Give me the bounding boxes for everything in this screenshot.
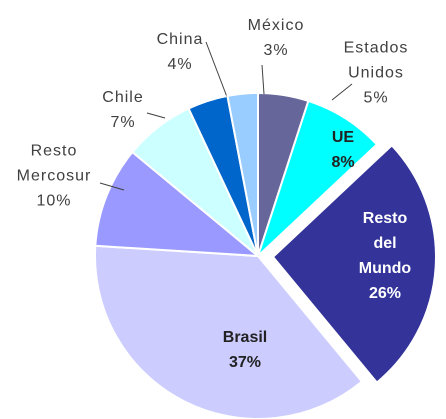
- slice-label: Chile 7%: [102, 85, 143, 135]
- leader-line: [261, 64, 265, 95]
- slice-label: México 3%: [248, 13, 305, 63]
- value-label: 4%: [167, 56, 193, 73]
- value-label: 7%: [110, 114, 136, 131]
- value-label: 5%: [363, 89, 389, 107]
- value-label: 8%: [331, 154, 355, 171]
- category-label: China: [156, 31, 204, 48]
- leader-line: [331, 83, 353, 101]
- pie-slice: [226, 91, 259, 257]
- category-label: Resto del Mundo: [358, 210, 412, 277]
- leader-line: [205, 41, 228, 98]
- category-label: Estados Unidos: [343, 39, 409, 82]
- pie-slice: [94, 150, 262, 258]
- slice-label: UE 8%: [331, 125, 354, 175]
- value-label: 26%: [368, 285, 402, 302]
- category-label: Chile: [102, 89, 144, 106]
- category-label: México: [247, 17, 305, 34]
- slice-label: Resto del Mundo 26%: [355, 206, 416, 306]
- slice-label: Resto Mercosur 10%: [17, 139, 92, 214]
- slice-label: Brasil 37%: [223, 325, 267, 375]
- leader-line: [146, 112, 166, 119]
- value-label: 37%: [228, 354, 262, 371]
- pie-slice: [257, 99, 379, 257]
- value-label: 10%: [36, 192, 72, 210]
- slice-label: Estados Unidos 5%: [344, 36, 409, 111]
- leader-line: [99, 182, 125, 191]
- category-label: Brasil: [222, 329, 268, 346]
- category-label: Resto Mercosur: [16, 142, 92, 185]
- pie-slice: [94, 244, 364, 419]
- category-label: UE: [331, 129, 355, 146]
- value-label: 3%: [263, 42, 289, 59]
- pie-slice: [271, 143, 437, 384]
- slice-label: China 4%: [157, 27, 204, 77]
